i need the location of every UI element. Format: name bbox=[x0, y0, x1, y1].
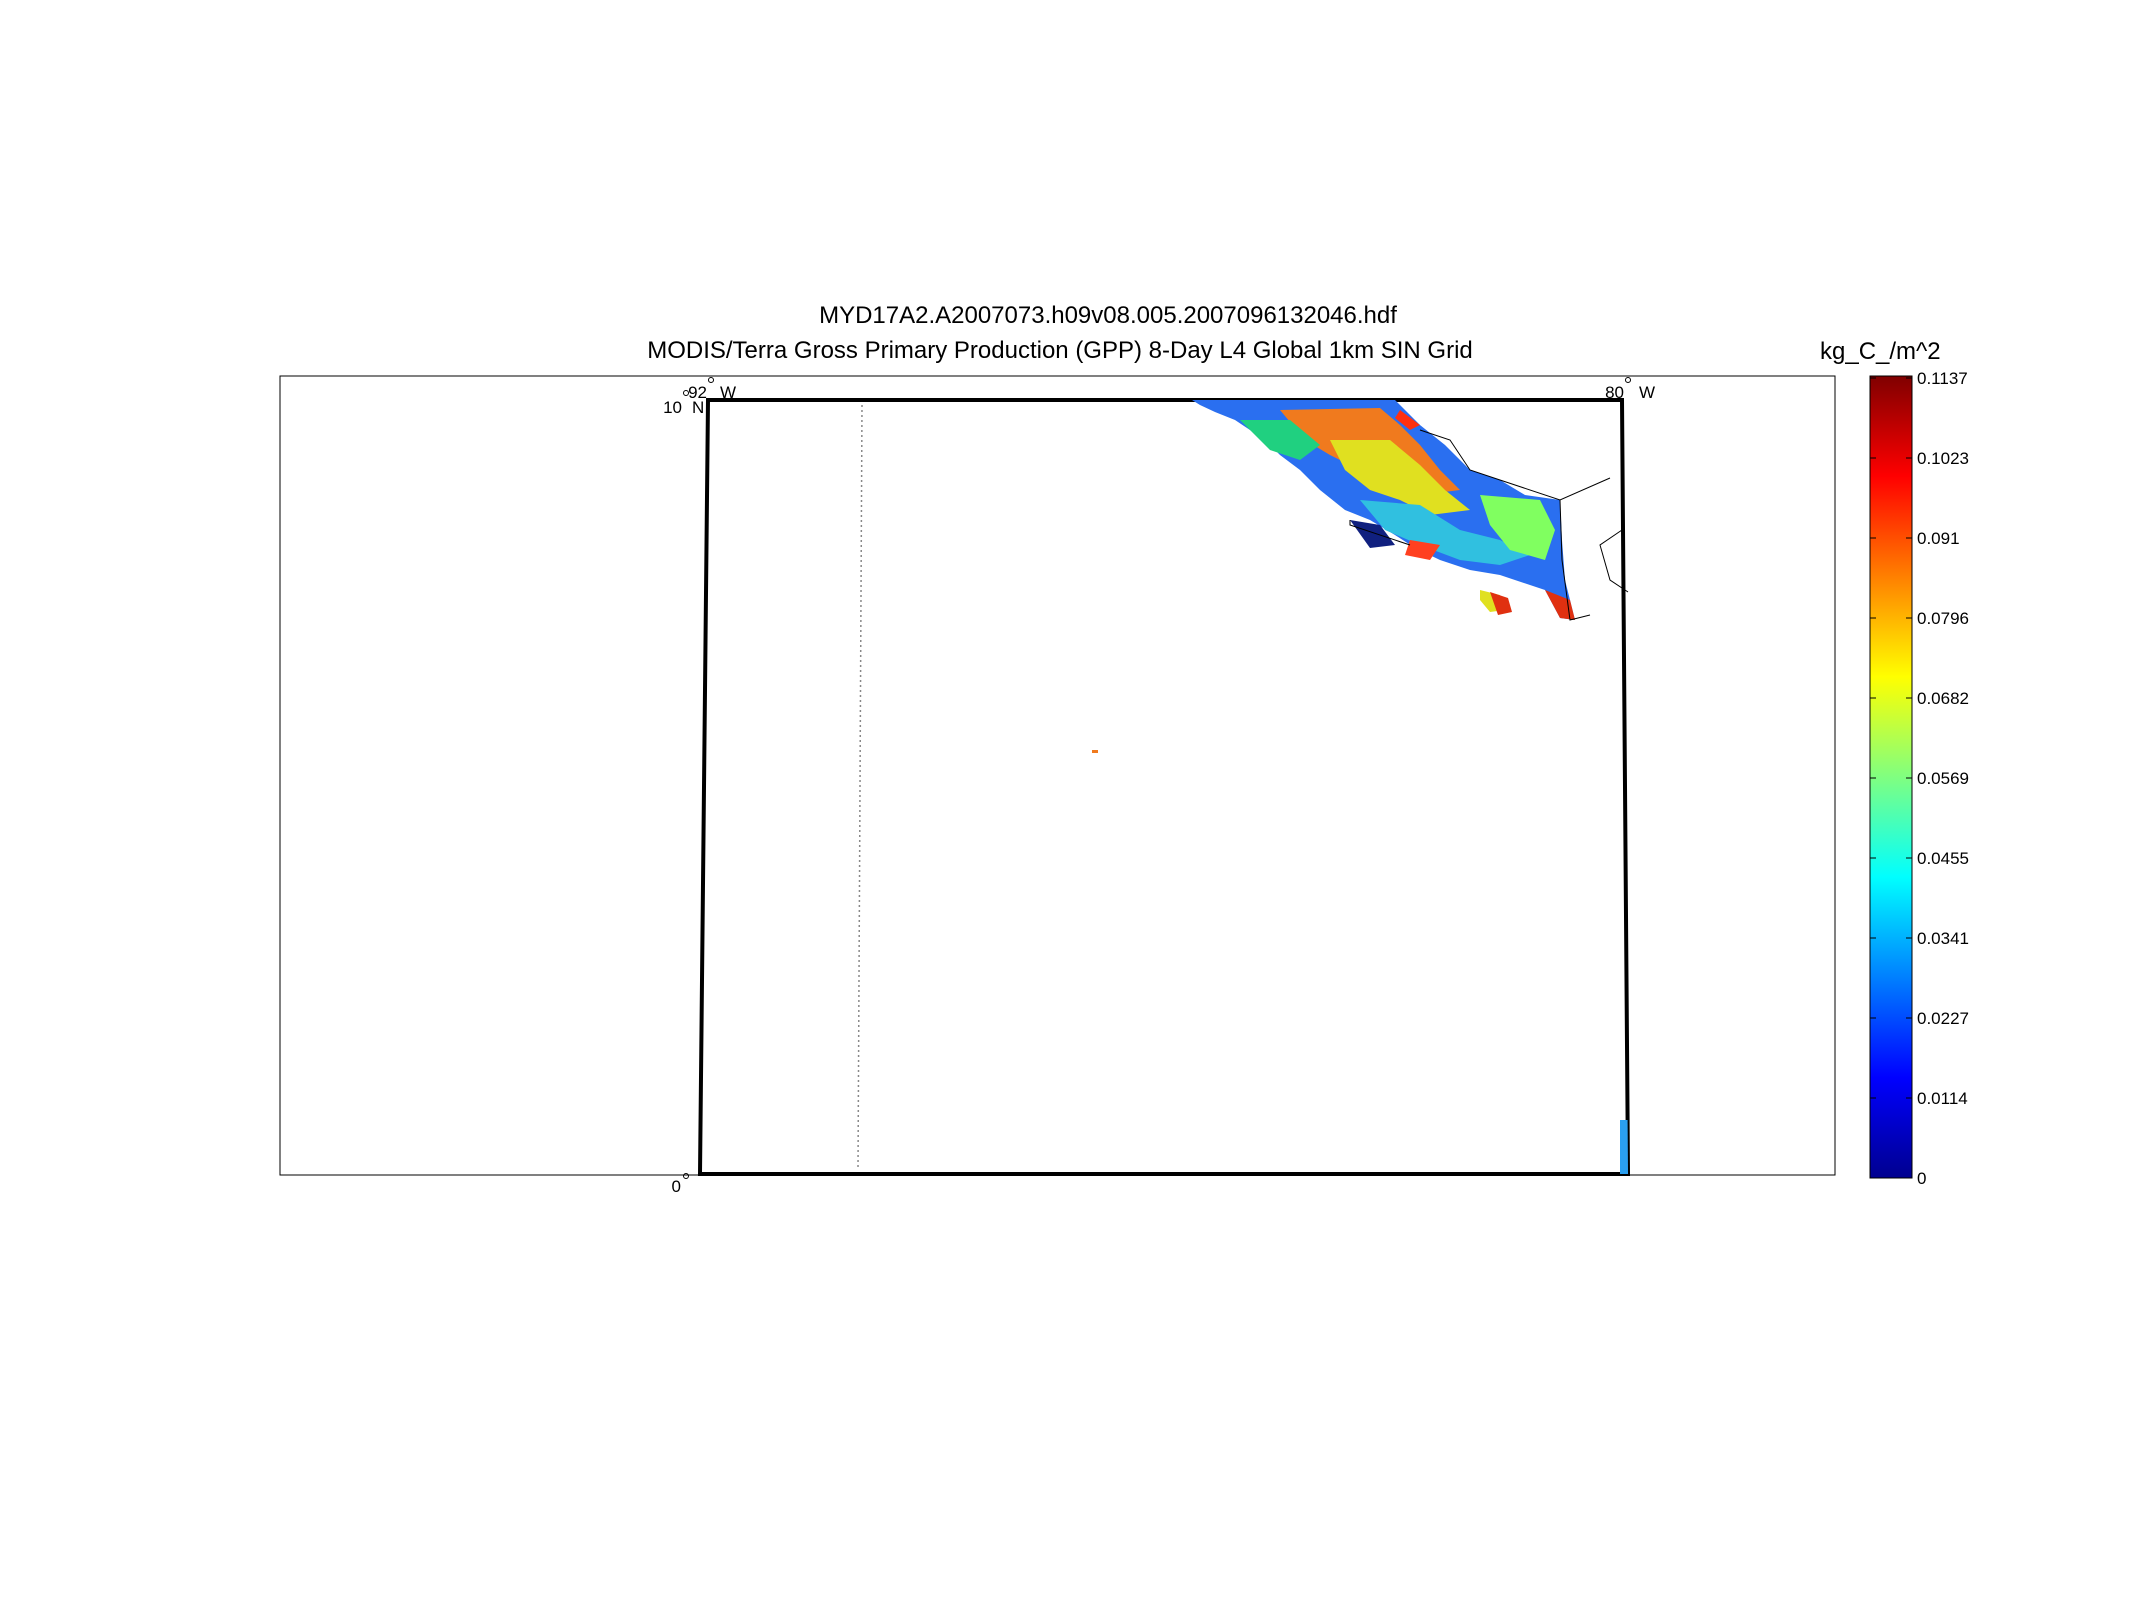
colorbar-tick-label: 0.0455 bbox=[1917, 849, 1969, 868]
title-product: MODIS/Terra Gross Primary Production (GP… bbox=[647, 337, 1473, 364]
title-filename: MYD17A2.A2007073.h09v08.005.200709613204… bbox=[819, 302, 1397, 329]
gpp-data-layer bbox=[1092, 400, 1628, 1174]
colorbar-tick-label: 0.0682 bbox=[1917, 689, 1969, 708]
lon-label-80w-deg: 80 bbox=[1605, 383, 1624, 402]
lon-label-80w-hemi: W bbox=[1639, 383, 1655, 402]
colorbar-ticks: 0.1137 0.1023 0.091 0.0796 0.0682 0.0569 0.045… bbox=[1870, 369, 1969, 1188]
colorbar-tick-label: 0.0341 bbox=[1917, 929, 1969, 948]
colorbar-tick-label: 0.091 bbox=[1917, 529, 1960, 548]
colorbar-tick-label: 0.1023 bbox=[1917, 449, 1969, 468]
colorbar-tick-label: 0 bbox=[1917, 1169, 1926, 1188]
lon-label-92w-hemi: W bbox=[720, 383, 736, 402]
meridian-line bbox=[857, 404, 863, 1171]
lat-label-10n-deg: 10 bbox=[663, 398, 682, 417]
lat-label-10n-hemi: N bbox=[692, 398, 704, 417]
colorbar-tick-label: 0.0569 bbox=[1917, 769, 1969, 788]
lat-label-0-deg: 0 bbox=[672, 1177, 681, 1196]
colorbar-tick-label: 0.0114 bbox=[1917, 1089, 1968, 1108]
colorbar-unit-label: kg_C_/m^2 bbox=[1820, 338, 1941, 365]
colorbar-tick-label: 0.0796 bbox=[1917, 609, 1969, 628]
axes-frame bbox=[279, 375, 1836, 1176]
colorbar-tick-label: 0.0227 bbox=[1917, 1009, 1969, 1028]
colorbar bbox=[1869, 375, 1913, 1179]
lon-label-92w-deg: 92 bbox=[688, 383, 707, 402]
colorbar-tick-label: 0.1137 bbox=[1917, 369, 1968, 388]
